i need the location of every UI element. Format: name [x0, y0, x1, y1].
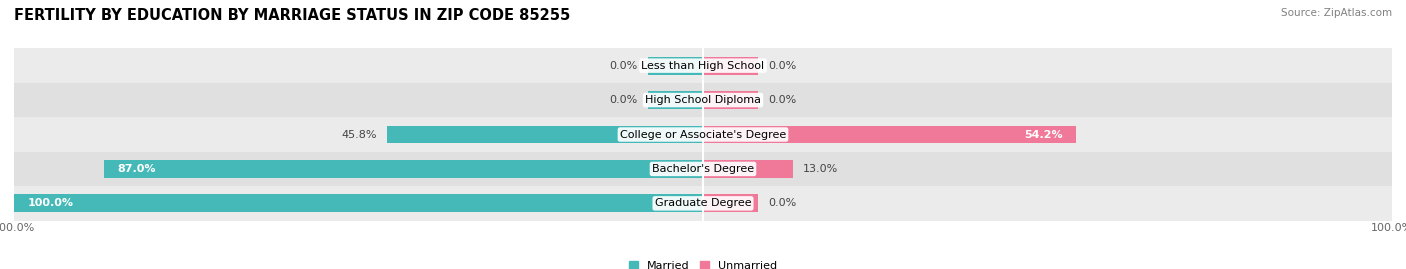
- Text: 13.0%: 13.0%: [803, 164, 838, 174]
- Text: College or Associate's Degree: College or Associate's Degree: [620, 129, 786, 140]
- Text: Bachelor's Degree: Bachelor's Degree: [652, 164, 754, 174]
- Bar: [14, 194, 703, 212]
- Text: 0.0%: 0.0%: [609, 95, 637, 105]
- Bar: [14, 186, 1392, 221]
- Bar: [14, 83, 1392, 117]
- Bar: [703, 57, 758, 75]
- Bar: [14, 117, 1392, 152]
- Text: 45.8%: 45.8%: [342, 129, 377, 140]
- Bar: [14, 48, 1392, 83]
- Text: High School Diploma: High School Diploma: [645, 95, 761, 105]
- Text: FERTILITY BY EDUCATION BY MARRIAGE STATUS IN ZIP CODE 85255: FERTILITY BY EDUCATION BY MARRIAGE STATU…: [14, 8, 571, 23]
- Text: 0.0%: 0.0%: [769, 61, 797, 71]
- Legend: Married, Unmarried: Married, Unmarried: [624, 256, 782, 269]
- Text: 0.0%: 0.0%: [769, 95, 797, 105]
- Text: 54.2%: 54.2%: [1024, 129, 1063, 140]
- Text: 87.0%: 87.0%: [117, 164, 156, 174]
- Text: Less than High School: Less than High School: [641, 61, 765, 71]
- Bar: [703, 126, 1077, 143]
- Text: 100.0%: 100.0%: [28, 198, 75, 208]
- Bar: [703, 160, 793, 178]
- Text: 0.0%: 0.0%: [769, 198, 797, 208]
- Bar: [388, 126, 703, 143]
- Bar: [703, 91, 758, 109]
- Text: Graduate Degree: Graduate Degree: [655, 198, 751, 208]
- Bar: [703, 194, 758, 212]
- Text: Source: ZipAtlas.com: Source: ZipAtlas.com: [1281, 8, 1392, 18]
- Bar: [14, 152, 1392, 186]
- Bar: [104, 160, 703, 178]
- Bar: [648, 57, 703, 75]
- Text: 0.0%: 0.0%: [609, 61, 637, 71]
- Bar: [648, 91, 703, 109]
